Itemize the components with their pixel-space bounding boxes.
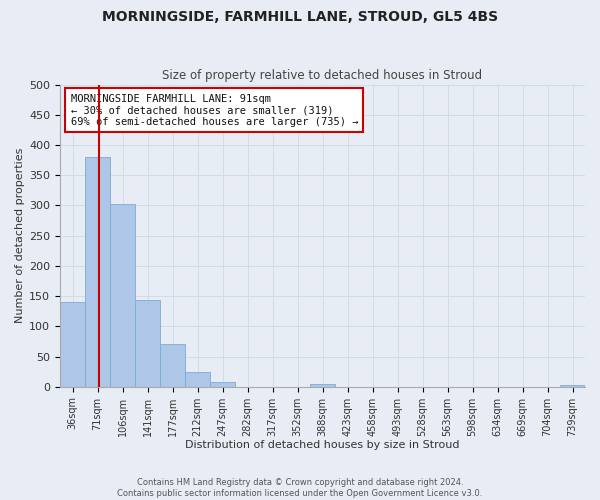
Bar <box>85 157 110 386</box>
Text: MORNINGSIDE FARMHILL LANE: 91sqm
← 30% of detached houses are smaller (319)
69% : MORNINGSIDE FARMHILL LANE: 91sqm ← 30% o… <box>71 94 358 127</box>
Bar <box>60 302 85 386</box>
Text: MORNINGSIDE, FARMHILL LANE, STROUD, GL5 4BS: MORNINGSIDE, FARMHILL LANE, STROUD, GL5 … <box>102 10 498 24</box>
Bar <box>160 344 185 387</box>
Title: Size of property relative to detached houses in Stroud: Size of property relative to detached ho… <box>163 69 482 82</box>
Text: Contains HM Land Registry data © Crown copyright and database right 2024.
Contai: Contains HM Land Registry data © Crown c… <box>118 478 482 498</box>
Bar <box>185 372 210 386</box>
Y-axis label: Number of detached properties: Number of detached properties <box>15 148 25 324</box>
Bar <box>135 300 160 386</box>
Bar <box>560 385 585 386</box>
Bar <box>310 384 335 386</box>
Bar <box>110 204 135 386</box>
X-axis label: Distribution of detached houses by size in Stroud: Distribution of detached houses by size … <box>185 440 460 450</box>
Bar <box>210 382 235 386</box>
